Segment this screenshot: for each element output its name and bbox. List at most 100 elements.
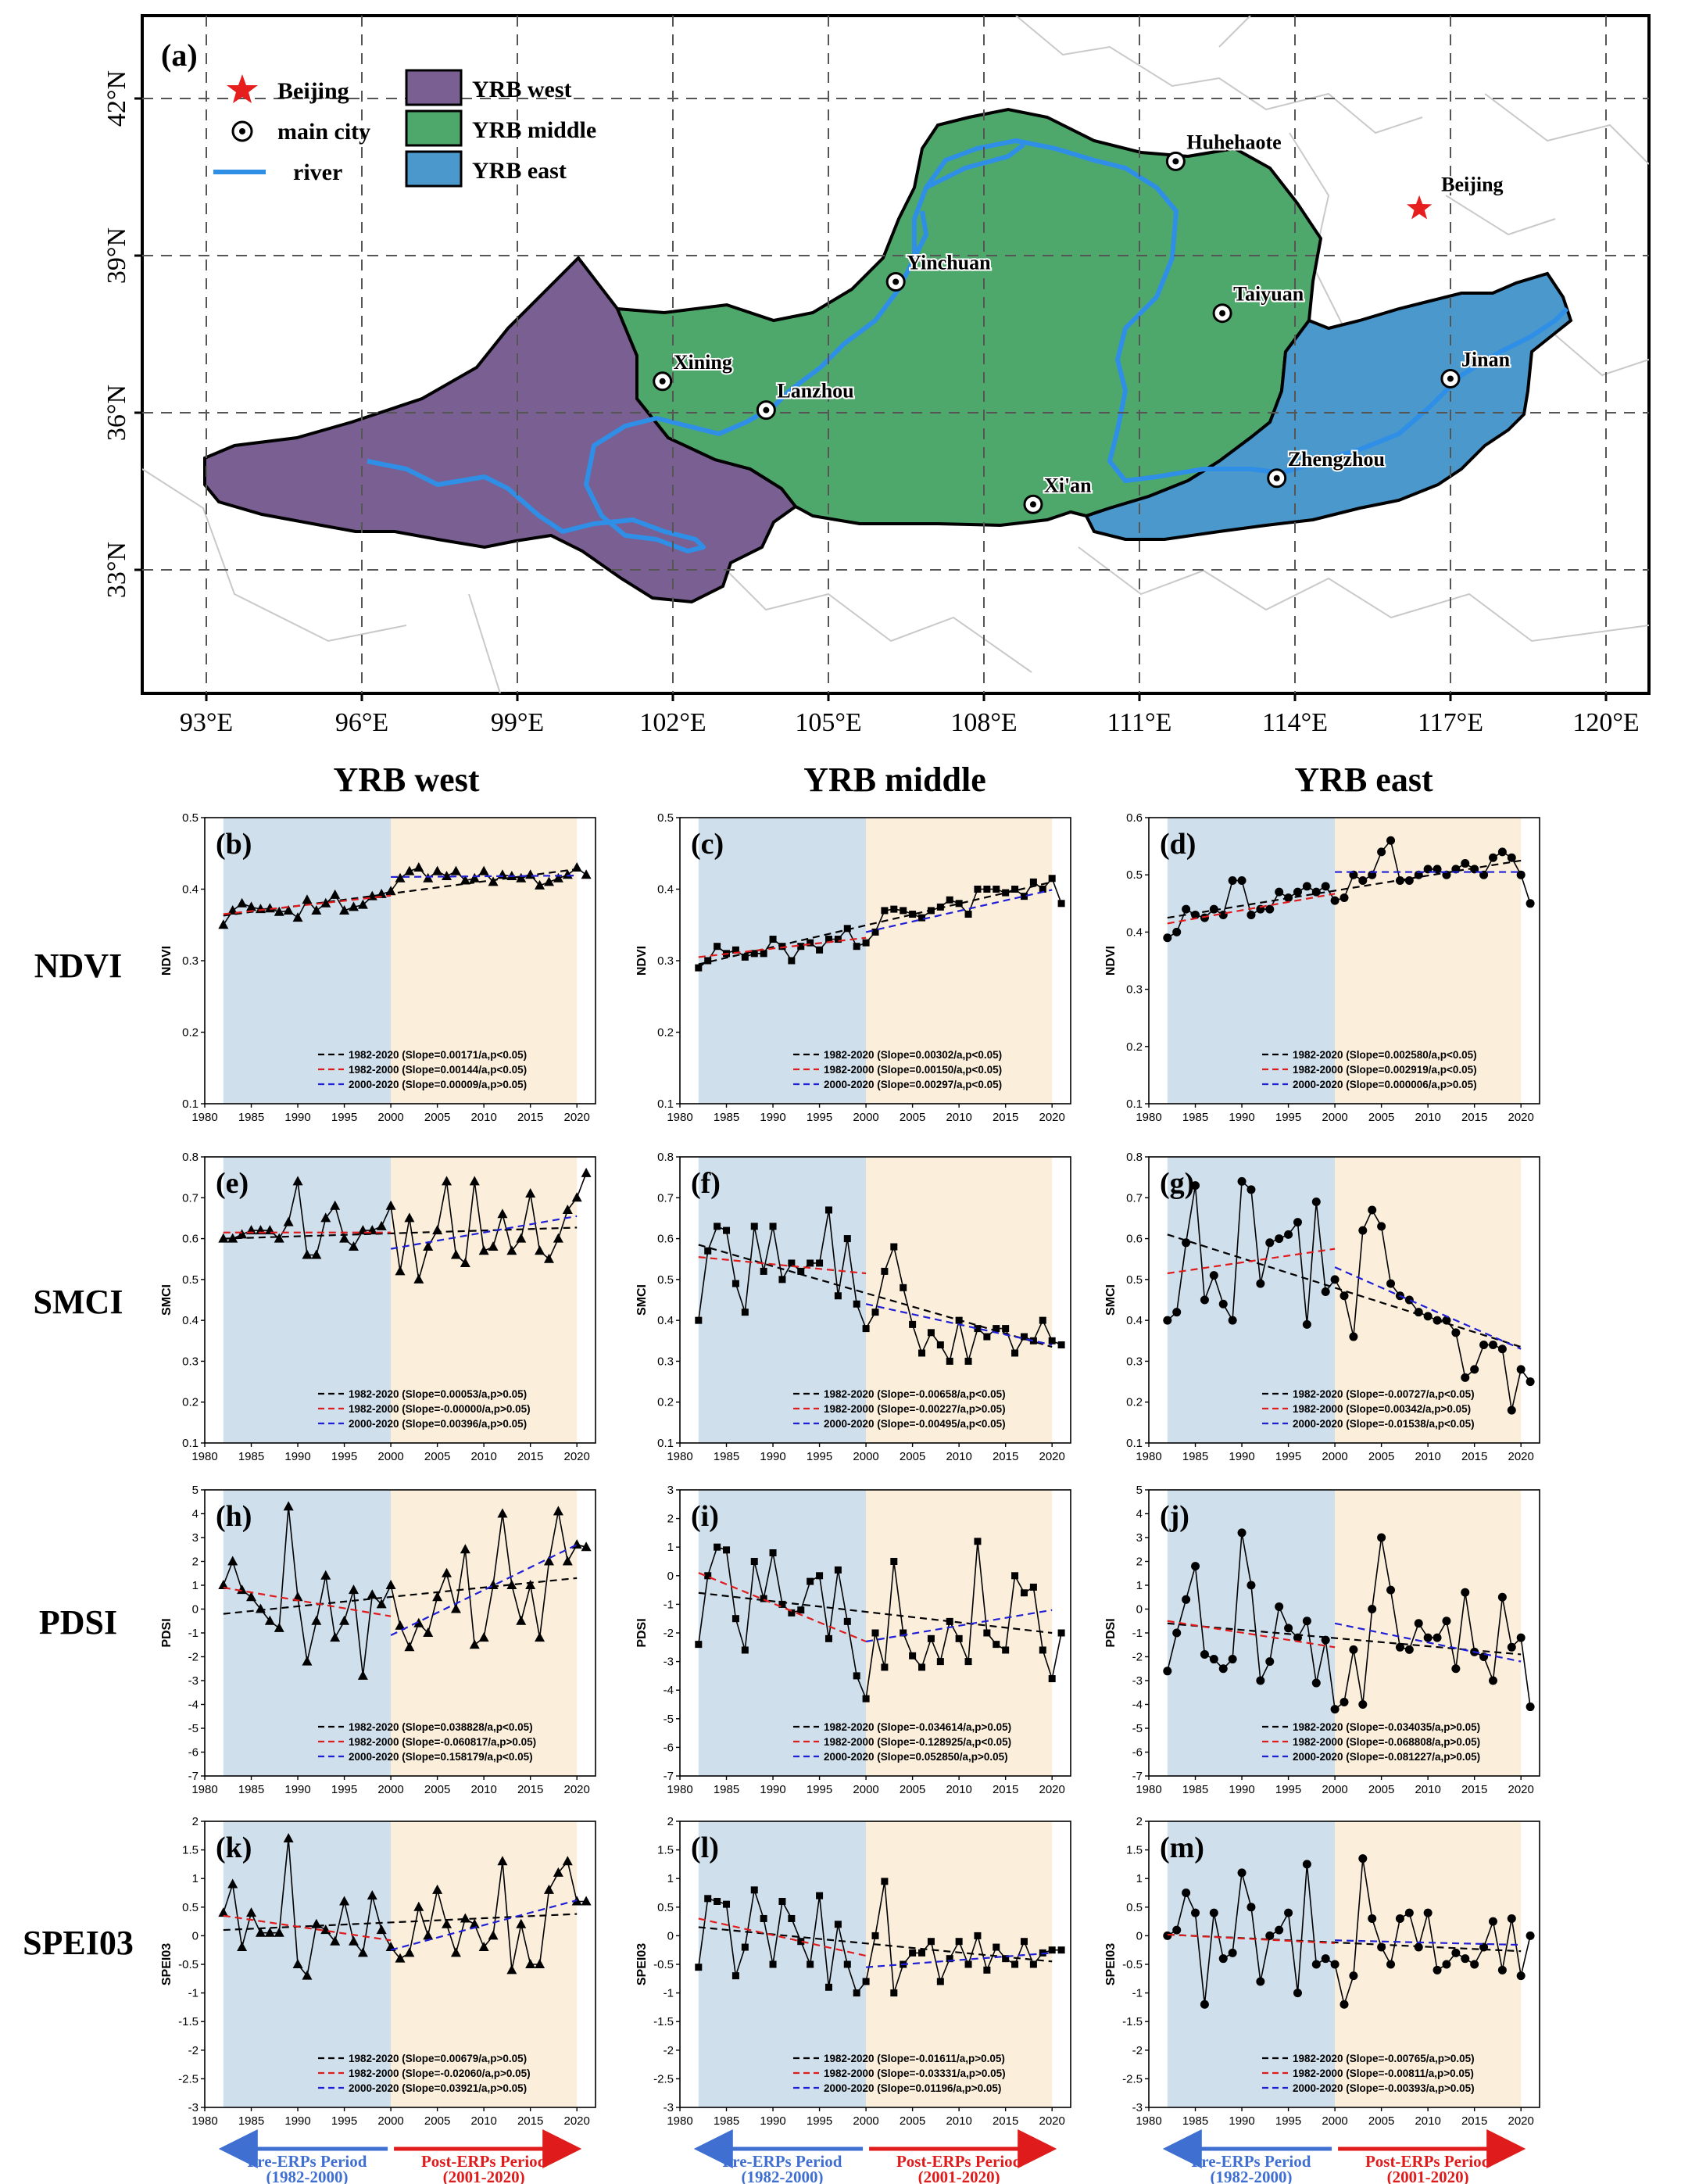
trend-line (1167, 1233, 1522, 1348)
region-yrb-west (203, 255, 798, 604)
data-point (320, 897, 331, 908)
data-point (714, 1543, 721, 1551)
data-point (964, 911, 972, 918)
data-point (1507, 1914, 1516, 1923)
data-point (311, 1249, 322, 1259)
series-line (223, 1506, 587, 1676)
data-point (807, 1577, 814, 1585)
data-point (807, 1960, 814, 1968)
data-point (1368, 1605, 1377, 1613)
data-point (237, 1942, 248, 1952)
data-point (964, 1658, 972, 1666)
lat-tick-label: 33°N (102, 542, 131, 598)
data-point (1302, 1860, 1311, 1869)
data-point (581, 1541, 592, 1552)
legend-entry: 1982-2020 (Slope=0.038828/a,p<0.05) (349, 1721, 533, 1733)
data-point (237, 1584, 248, 1595)
x-tick-label: 2015 (993, 1450, 1018, 1463)
y-tick-label: -1 (1132, 1627, 1143, 1640)
y-tick-label: 1 (667, 1872, 674, 1885)
data-point (760, 950, 767, 958)
legend-entry: 2000-2020 (Slope=-0.01538/a,p<0.05) (1293, 1418, 1475, 1430)
data-point (516, 1918, 527, 1928)
data-point (1497, 1965, 1507, 1975)
legend-swatch-east (405, 150, 463, 188)
y-axis-label: SMCI (1104, 1284, 1118, 1316)
x-tick-label: 2000 (377, 1783, 403, 1796)
lon-tick-label: 114°E (1262, 708, 1328, 737)
y-tick-label: 0.3 (657, 1355, 674, 1368)
post-period-shade (866, 1821, 1053, 2107)
x-tick-label: 2000 (853, 2114, 878, 2128)
x-tick-label: 2015 (993, 2114, 1018, 2128)
data-point (488, 1241, 499, 1251)
x-tick-label: 2010 (946, 1450, 971, 1463)
data-point (816, 1259, 824, 1267)
legend-entry: 1982-2020 (Slope=-0.01611/a,p>0.05) (824, 2053, 1005, 2064)
y-tick-label: 0.4 (182, 883, 199, 897)
row-title-smci: SMCI (34, 1283, 123, 1321)
x-tick-label: 1980 (667, 1450, 692, 1463)
data-point (695, 964, 703, 972)
data-point (741, 1646, 749, 1654)
y-axis-label: SPEI03 (635, 1943, 649, 1985)
data-point (797, 1938, 805, 1946)
data-point (283, 1216, 294, 1226)
data-point (450, 1249, 461, 1259)
data-point (339, 1896, 350, 1906)
row-title-spei03: SPEI03 (23, 1924, 134, 1962)
data-point (704, 957, 712, 965)
data-point (330, 1632, 341, 1642)
map-legend: Beijing main city river YRB west YRB mid… (213, 69, 596, 188)
post-period-shade (1335, 1490, 1522, 1776)
data-point (853, 1672, 860, 1680)
x-tick-label: 2005 (424, 2114, 450, 2128)
data-point (423, 872, 434, 883)
y-tick-label: -0.5 (1122, 1958, 1143, 1971)
legend-river: river (293, 159, 342, 185)
data-point (881, 1267, 889, 1275)
y-tick-label: -1.5 (653, 2015, 674, 2028)
data-point (1247, 1903, 1256, 1912)
data-point (964, 1357, 972, 1365)
y-tick-label: 2 (667, 1513, 674, 1526)
data-point (927, 1634, 935, 1642)
x-tick-label: 1985 (1182, 1450, 1208, 1463)
data-point (1414, 1619, 1423, 1628)
data-point (1302, 882, 1311, 891)
panel-label: (e) (216, 1167, 249, 1200)
data-point (227, 1878, 238, 1889)
series-line (698, 1209, 1062, 1363)
data-point (807, 939, 814, 947)
post-period-label: Post-ERPs Period (1365, 2152, 1491, 2171)
series-line (1167, 1858, 1531, 2007)
x-tick-label: 1990 (1229, 1783, 1254, 1796)
data-point (1386, 836, 1396, 845)
data-point (788, 1609, 796, 1617)
y-tick-label: 1.5 (657, 1844, 674, 1857)
data-point (553, 872, 563, 883)
data-point (264, 1615, 275, 1625)
data-point (460, 1913, 470, 1923)
data-point (1461, 859, 1470, 868)
data-point (695, 1964, 703, 1971)
data-point (936, 1341, 944, 1349)
y-tick-label: 0 (1136, 1929, 1143, 1942)
data-point (1423, 1633, 1433, 1642)
y-tick-label: 0.2 (657, 1396, 674, 1409)
data-point (274, 1233, 284, 1243)
data-point (862, 939, 870, 947)
data-point (1011, 1572, 1019, 1580)
data-point (1048, 875, 1056, 883)
legend-entry: 1982-2000 (Slope=-0.00227/a,p>0.05) (824, 1403, 1006, 1415)
data-point (983, 1966, 991, 1974)
data-point (562, 1556, 573, 1566)
pre-period-shade (698, 1157, 867, 1443)
data-point (1516, 870, 1526, 879)
x-tick-label: 2000 (853, 1111, 878, 1124)
data-point (413, 1617, 424, 1627)
x-tick-label: 2010 (1415, 1450, 1440, 1463)
y-tick-label: -7 (664, 1770, 674, 1783)
column-title-east: YRB east (1294, 761, 1433, 799)
panel-label: (m) (1160, 1831, 1204, 1864)
